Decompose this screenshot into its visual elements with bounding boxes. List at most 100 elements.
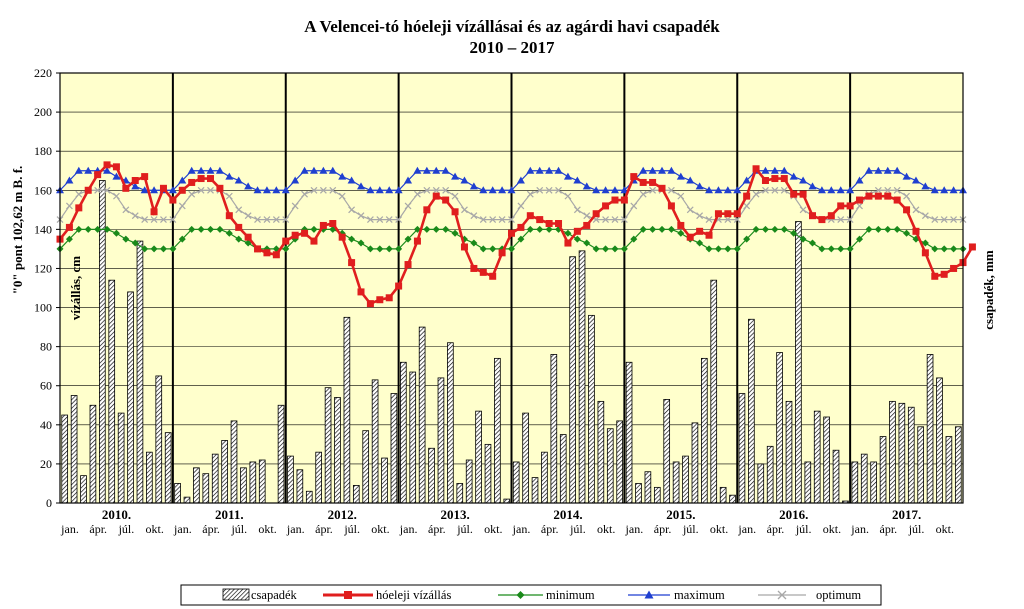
- y-tick-label-60: 60: [40, 379, 52, 393]
- y-tick-label-80: 80: [40, 340, 52, 354]
- precip-bar-65: [672, 461, 680, 504]
- chart-subtitle: 2010 – 2017: [470, 38, 556, 57]
- optimum-marker-55: [573, 206, 581, 214]
- minimum-marker-70: [714, 245, 722, 253]
- minimum-marker-41: [442, 225, 450, 233]
- month-label-7-0: jan.: [850, 522, 869, 536]
- precip-bar-21: [258, 459, 266, 504]
- year-label-5: 2015.: [666, 507, 695, 522]
- water-level-marker-76: [771, 175, 779, 183]
- month-label-0-1: ápr.: [89, 522, 107, 536]
- water-level-marker-89: [893, 196, 901, 204]
- water-level-marker-16: [207, 175, 214, 183]
- maximum-marker-91: [911, 176, 920, 184]
- minimum-marker-63: [649, 225, 657, 233]
- maximum-marker-12: [168, 186, 177, 194]
- month-label-6-0: jan.: [737, 522, 756, 536]
- maximum-marker-31: [347, 176, 356, 184]
- maximum-marker-79: [799, 176, 808, 184]
- water-level-marker-6: [112, 163, 120, 171]
- minimum-marker-76: [771, 225, 779, 233]
- water-level-marker-56: [583, 221, 591, 229]
- month-label-4-1: ápr.: [541, 522, 559, 536]
- water-level-marker-66: [677, 221, 685, 229]
- water-level-marker-54: [564, 239, 572, 247]
- precip-bar-45: [484, 443, 492, 504]
- precip-bar-72: [738, 393, 746, 504]
- maximum-marker-84: [846, 186, 855, 194]
- minimum-marker-35: [385, 245, 393, 253]
- y-tick-label-0: 0: [46, 496, 52, 510]
- precip-bar-54: [569, 256, 576, 504]
- minimum-marker-86: [865, 225, 873, 233]
- year-label-1: 2011.: [215, 507, 244, 522]
- minimum-marker-48: [508, 245, 515, 253]
- maximum-marker-52: [545, 166, 554, 174]
- legend-marker-opt: [777, 590, 787, 600]
- optimum-marker-19: [235, 206, 243, 214]
- water-level-marker-13: [178, 186, 186, 194]
- optimum-marker-54: [564, 192, 572, 200]
- optimum-marker-6: [113, 192, 120, 200]
- maximum-marker-48: [507, 186, 516, 194]
- optimum-marker-92: [921, 212, 929, 220]
- optimum-marker-58: [602, 216, 609, 224]
- water-level-marker-8: [131, 177, 139, 184]
- precip-bar-6: [117, 412, 125, 504]
- water-level-marker-49: [517, 223, 525, 231]
- maximum-marker-44: [469, 182, 478, 190]
- month-label-2-1: ápr.: [315, 522, 333, 536]
- optimum-marker-22: [263, 216, 271, 224]
- maximum-marker-59: [610, 186, 619, 194]
- minimum-marker-7: [122, 235, 130, 243]
- optimum-marker-63: [649, 186, 657, 194]
- water-level-marker-38: [413, 237, 421, 245]
- month-label-4-2: júl.: [569, 522, 586, 536]
- year-label-6: 2016.: [779, 507, 808, 522]
- minimum-marker-12: [169, 245, 177, 253]
- optimum-marker-69: [705, 216, 713, 224]
- water-level-marker-71: [724, 210, 732, 218]
- y-tick-label-200: 200: [34, 105, 52, 119]
- precip-bar-84: [851, 461, 859, 504]
- minimum-marker-11: [159, 245, 167, 253]
- precip-bar-74: [757, 463, 765, 504]
- water-level-marker-21: [254, 245, 262, 253]
- maximum-marker-57: [592, 186, 601, 194]
- minimum-marker-31: [348, 235, 356, 243]
- precip-bar-11: [164, 432, 172, 504]
- water-level-marker-81: [818, 216, 826, 224]
- water-level-marker-97: [968, 243, 976, 251]
- water-level-marker-2: [75, 204, 83, 212]
- maximum-marker-71: [723, 186, 732, 194]
- precip-bar-55: [578, 250, 586, 504]
- month-label-3-1: ápr.: [428, 522, 446, 536]
- legend-marker-max: [644, 590, 654, 599]
- maximum-marker-37: [404, 176, 413, 184]
- minimum-marker-49: [517, 235, 525, 243]
- water-level-marker-88: [884, 192, 892, 200]
- precip-bars: [61, 180, 962, 504]
- maximum-marker-13: [178, 176, 187, 184]
- optimum-marker-24: [282, 216, 290, 224]
- water-level-marker-20: [244, 233, 252, 241]
- water-level-marker-10: [150, 208, 158, 216]
- minimum-marker-84: [846, 245, 854, 253]
- optimum-marker-47: [498, 216, 506, 224]
- optimum-marker-32: [357, 212, 365, 220]
- water-level-marker-83: [837, 202, 845, 210]
- minimum-marker-62: [639, 225, 647, 233]
- precip-bar-70: [719, 486, 727, 504]
- maximum-marker-22: [262, 186, 271, 194]
- minimum-marker-61: [630, 235, 638, 243]
- precip-bar-40: [437, 377, 445, 504]
- maximum-marker-26: [300, 166, 309, 174]
- minimum-marker-19: [235, 235, 243, 243]
- maximum-marker-6: [112, 172, 121, 180]
- precip-bar-2: [80, 475, 87, 504]
- water-level-marker-36: [395, 282, 403, 290]
- water-level-marker-51: [536, 216, 544, 224]
- water-level-marker-18: [225, 212, 233, 220]
- optimum-marker-51: [536, 186, 544, 194]
- water-level-marker-85: [856, 196, 864, 204]
